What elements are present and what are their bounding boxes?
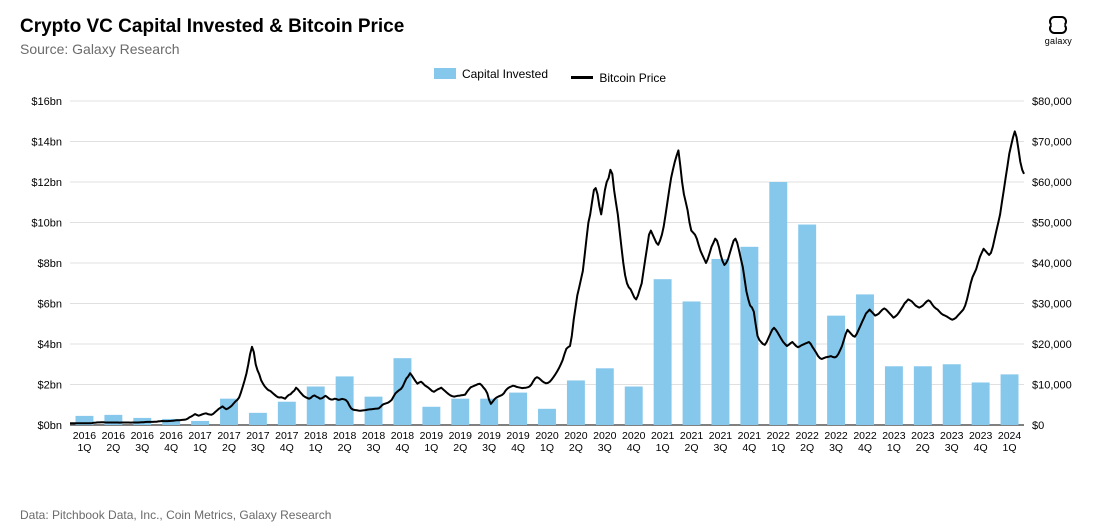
y-left-tick: $4bn bbox=[38, 339, 62, 351]
x-tick: 20201Q bbox=[535, 430, 559, 454]
bar bbox=[798, 224, 816, 424]
chart-svg: $0bn $0 $2bn $10,000 $4bn $20,000 $6bn $30,000 $… bbox=[20, 91, 1080, 471]
bar bbox=[451, 398, 469, 424]
x-tick: 20214Q bbox=[738, 430, 762, 454]
x-tick: 20174Q bbox=[275, 430, 299, 454]
bar bbox=[769, 182, 787, 425]
bar bbox=[538, 409, 556, 425]
x-tick: 20194Q bbox=[506, 430, 530, 454]
bar bbox=[422, 407, 440, 425]
y-left-tick: $0bn bbox=[38, 420, 62, 432]
x-tick: 20162Q bbox=[102, 430, 126, 454]
bar bbox=[365, 396, 383, 424]
bar bbox=[625, 386, 643, 424]
bar bbox=[654, 279, 672, 425]
y-left-tick: $14bn bbox=[31, 136, 62, 148]
footnote: Data: Pitchbook Data, Inc., Coin Metrics… bbox=[20, 508, 331, 522]
x-tick: 20234Q bbox=[969, 430, 993, 454]
x-tick: 20192Q bbox=[449, 430, 473, 454]
y-right-tick: $40,000 bbox=[1032, 258, 1072, 270]
bar bbox=[711, 259, 729, 425]
y-left-tick: $12bn bbox=[31, 177, 62, 189]
bar bbox=[567, 380, 585, 425]
chart-subtitle: Source: Galaxy Research bbox=[20, 41, 1080, 57]
x-tick: 20171Q bbox=[188, 430, 212, 454]
y-right-tick: $0 bbox=[1032, 420, 1044, 432]
x-tick: 20202Q bbox=[564, 430, 588, 454]
brand-logo: galaxy bbox=[1045, 16, 1072, 46]
legend-line-label: Bitcoin Price bbox=[599, 71, 666, 85]
y-right-tick: $80,000 bbox=[1032, 96, 1072, 108]
x-tick: 20172Q bbox=[217, 430, 241, 454]
x-tick: 20161Q bbox=[73, 430, 97, 454]
y-right-tick: $30,000 bbox=[1032, 298, 1072, 310]
legend-item-bar: Capital Invested bbox=[434, 67, 548, 81]
x-tick: 20191Q bbox=[420, 430, 444, 454]
y-left-tick: $8bn bbox=[38, 258, 62, 270]
legend-bar-label: Capital Invested bbox=[462, 67, 548, 81]
x-tick: 20233Q bbox=[940, 430, 964, 454]
x-tick: 20183Q bbox=[362, 430, 386, 454]
chart-title: Crypto VC Capital Invested & Bitcoin Pri… bbox=[20, 16, 1080, 39]
bar bbox=[972, 382, 990, 425]
y-left-tick: $10bn bbox=[31, 217, 62, 229]
bar bbox=[885, 366, 903, 425]
x-tick: 20164Q bbox=[160, 430, 184, 454]
x-tick: 20223Q bbox=[824, 430, 848, 454]
x-tick: 20181Q bbox=[304, 430, 328, 454]
bar bbox=[914, 366, 932, 425]
legend-swatch-bar-icon bbox=[434, 68, 456, 79]
bar bbox=[943, 364, 961, 425]
bar bbox=[480, 398, 498, 424]
brand-logo-icon bbox=[1049, 16, 1067, 34]
legend-item-line: Bitcoin Price bbox=[571, 71, 666, 85]
x-tick: 20203Q bbox=[593, 430, 617, 454]
y-left-tick: $2bn bbox=[38, 379, 62, 391]
x-tick: 20241Q bbox=[998, 430, 1022, 454]
x-tick: 20163Q bbox=[131, 430, 155, 454]
legend: Capital Invested Bitcoin Price bbox=[20, 67, 1080, 85]
legend-swatch-line-icon bbox=[571, 76, 593, 79]
brand-logo-text: galaxy bbox=[1045, 36, 1072, 46]
x-tick: 20182Q bbox=[333, 430, 357, 454]
bar bbox=[307, 386, 325, 424]
x-tick: 20221Q bbox=[767, 430, 791, 454]
x-tick: 20184Q bbox=[391, 430, 415, 454]
bar bbox=[278, 402, 296, 425]
x-tick: 20173Q bbox=[246, 430, 270, 454]
x-tick: 20193Q bbox=[478, 430, 502, 454]
x-tick: 20213Q bbox=[709, 430, 733, 454]
bar bbox=[1001, 374, 1019, 425]
x-tick: 20222Q bbox=[796, 430, 820, 454]
y-left-tick: $16bn bbox=[31, 96, 62, 108]
bitcoin-price-line bbox=[70, 131, 1024, 423]
bar bbox=[191, 421, 209, 425]
bar bbox=[509, 392, 527, 424]
y-right-tick: $20,000 bbox=[1032, 339, 1072, 351]
chart-container: $0bn $0 $2bn $10,000 $4bn $20,000 $6bn $30,000 $… bbox=[20, 91, 1080, 476]
x-tick: 20232Q bbox=[911, 430, 935, 454]
y-right-tick: $60,000 bbox=[1032, 177, 1072, 189]
bar bbox=[827, 315, 845, 424]
x-tick: 20224Q bbox=[853, 430, 877, 454]
x-tick: 20211Q bbox=[651, 430, 675, 454]
y-right-tick: $70,000 bbox=[1032, 136, 1072, 148]
y-right-tick: $50,000 bbox=[1032, 217, 1072, 229]
x-tick: 20204Q bbox=[622, 430, 646, 454]
y-left-tick: $6bn bbox=[38, 298, 62, 310]
x-tick: 20231Q bbox=[882, 430, 906, 454]
bar bbox=[683, 301, 701, 425]
x-tick: 20212Q bbox=[680, 430, 704, 454]
bar bbox=[596, 368, 614, 425]
y-right-tick: $10,000 bbox=[1032, 379, 1072, 391]
bar bbox=[249, 413, 267, 425]
